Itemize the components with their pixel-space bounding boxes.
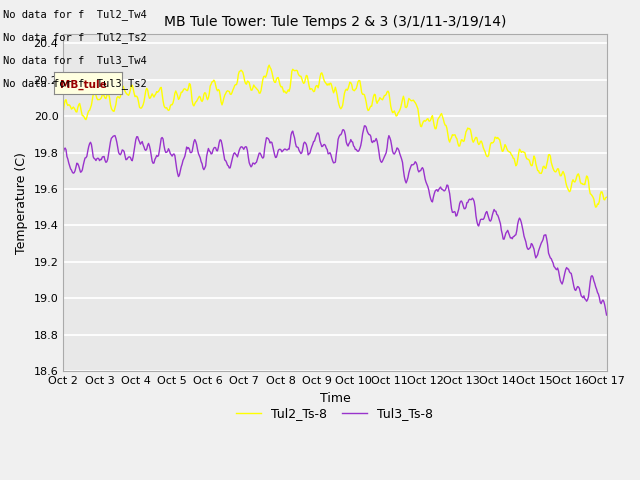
Tul2_Ts-8 — [381, 93, 388, 98]
Tul2_Ts-8 — [199, 97, 207, 103]
Tul2_Ts-8 — [592, 204, 600, 210]
Text: No data for f  Tul3_Ts2: No data for f Tul3_Ts2 — [3, 78, 147, 89]
Tul3_Ts-8 — [381, 154, 388, 160]
Text: No data for f  Tul3_Tw4: No data for f Tul3_Tw4 — [3, 55, 147, 66]
Tul2_Ts-8 — [266, 62, 273, 68]
Y-axis label: Temperature (C): Temperature (C) — [15, 152, 28, 253]
X-axis label: Time: Time — [319, 392, 350, 405]
Tul3_Ts-8 — [199, 165, 207, 171]
Text: No data for f  Tul2_Tw4: No data for f Tul2_Tw4 — [3, 9, 147, 20]
Tul2_Ts-8 — [423, 116, 431, 122]
Legend: Tul2_Ts-8, Tul3_Ts-8: Tul2_Ts-8, Tul3_Ts-8 — [232, 403, 438, 425]
Tul3_Ts-8 — [156, 147, 163, 153]
Title: MB Tule Tower: Tule Temps 2 & 3 (3/1/11-3/19/14): MB Tule Tower: Tule Temps 2 & 3 (3/1/11-… — [164, 15, 506, 29]
Tul3_Ts-8 — [60, 150, 67, 156]
Tul2_Ts-8 — [469, 139, 477, 145]
Tul3_Ts-8 — [469, 196, 477, 202]
Tul2_Ts-8 — [60, 108, 67, 114]
Tul3_Ts-8 — [423, 182, 431, 188]
Text: No data for f  Tul2_Ts2: No data for f Tul2_Ts2 — [3, 32, 147, 43]
Tul3_Ts-8 — [603, 312, 611, 318]
Text: MB_tule: MB_tule — [60, 80, 106, 90]
Tul2_Ts-8 — [156, 87, 163, 93]
Tul3_Ts-8 — [305, 151, 313, 156]
Tul2_Ts-8 — [603, 194, 611, 200]
Line: Tul3_Ts-8: Tul3_Ts-8 — [63, 126, 607, 315]
Tul2_Ts-8 — [306, 86, 314, 92]
Tul3_Ts-8 — [360, 123, 368, 129]
Line: Tul2_Ts-8: Tul2_Ts-8 — [63, 65, 607, 207]
